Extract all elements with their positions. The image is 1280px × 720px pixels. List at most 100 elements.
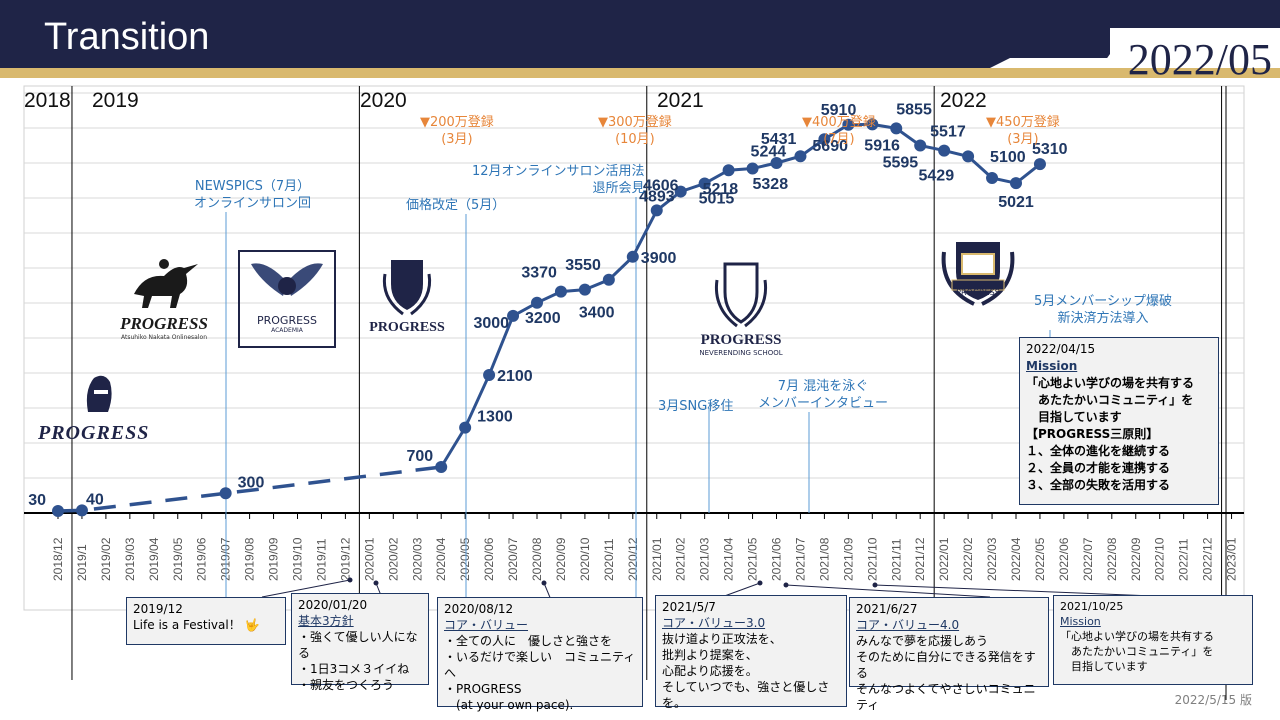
data-point [818, 133, 831, 146]
data-label: 30 [28, 492, 46, 509]
logo-text: PROGRESS [700, 332, 782, 348]
note-connector [261, 579, 351, 598]
x-tick-label: 2020/12 [626, 537, 640, 581]
x-tick-label: 2019/02 [99, 537, 113, 581]
x-tick-label: 2022/02 [961, 537, 975, 581]
data-label: 5595 [883, 154, 919, 171]
data-point [531, 296, 543, 309]
shield-icon [382, 260, 432, 316]
year-label: 2019 [92, 89, 139, 112]
milestone-300: ▼300万登録 (10月) [598, 115, 672, 147]
note-2021-05-07: 2021/5/7 コア・バリュー3.0 抜け道より正攻法を、 批判より提案を、 … [655, 595, 847, 710]
data-label: 3400 [579, 305, 615, 322]
progress-neverending-logo: PROGRESS NEVERENDING SCHOOL [686, 258, 796, 364]
note-line: (at your own pace). [444, 698, 574, 712]
note-heading: Mission [1060, 615, 1101, 628]
milestone-200: ▼200万登録 (3月) [420, 115, 494, 147]
x-tick-label: 2020/07 [506, 537, 520, 581]
note-2021-10-25: 2021/10/25 Mission 「心地よい学びの場を共有する あたたかいコ… [1053, 595, 1253, 685]
data-label: 2100 [497, 368, 533, 385]
data-label: 3200 [525, 310, 561, 327]
x-tick-label: 2021/10 [865, 537, 879, 581]
note-2020-08-12: 2020/08/12 コア・バリュー ・全ての人に 優しさと強さを ・いるだけで… [437, 597, 643, 712]
data-point [52, 505, 64, 518]
x-tick-label: 2020/01 [362, 537, 376, 581]
note-line: あたたかいコミュニティ」を [1060, 645, 1214, 658]
milestone-400: ▼400万登録 (7月) [802, 115, 876, 147]
note-date: 2021/10/25 [1060, 600, 1124, 613]
progress-academia-logo: PROGRESS ACADEMIA [238, 250, 336, 348]
note-line: ・親友をつくろう [298, 678, 395, 692]
data-label: 4606 [643, 177, 679, 194]
x-tick-label: 2021/06 [770, 537, 784, 581]
x-tick-label: 2022/04 [1009, 537, 1023, 581]
note-line: ・強くて優しい人になる [298, 630, 418, 660]
event-july: 7月 混沌を泳ぐ メンバーインタビュー [758, 379, 889, 411]
data-point [770, 156, 783, 169]
data-point [578, 283, 591, 296]
header-bar [0, 0, 1280, 68]
connector-dot [373, 580, 379, 586]
note-date: 2019/12 [133, 602, 183, 616]
data-label: 1300 [477, 409, 513, 426]
logo-text: PROGRESS [120, 314, 208, 333]
event-online12: 12月オンラインサロン活用法 退所会見 [472, 164, 645, 196]
connector-dot [872, 582, 878, 588]
note-line: ・1日3コメ３イイね [298, 662, 410, 676]
data-label: 5218 [703, 181, 739, 198]
note-2020-01-20: 2020/01/20 基本3方針 ・強くて優しい人になる ・1日3コメ３イイね … [291, 593, 429, 692]
logo-text: PROGRESS [956, 288, 1000, 297]
crest-icon [941, 242, 1015, 306]
note-date: 2022/04/15 [1026, 342, 1096, 356]
x-tick-label: 2022/12 [1201, 537, 1215, 581]
event-price: 価格改定（5月） [406, 198, 506, 213]
data-label: 5100 [990, 149, 1026, 166]
note-line: そのために自分にできる発信をする [856, 650, 1036, 680]
note-line: 「心地よい学びの場を共有する [1060, 630, 1214, 643]
logo-text: PROGRESS [256, 314, 318, 327]
progress-horseman-logo: PROGRESS Atsuhiko Nakata Onlinesalon [104, 254, 224, 346]
x-tick-label: 2019/12 [338, 537, 352, 581]
note-line: ２、全員の才能を連携する [1026, 461, 1171, 475]
logo-subtext: Atsuhiko Nakata Onlinesalon [120, 334, 208, 341]
x-tick-label: 2018/12 [51, 537, 65, 581]
data-label: 5429 [919, 167, 955, 184]
progress-shield-logo: PROGRESS [362, 254, 452, 344]
data-point [890, 122, 903, 135]
data-label: 5244 [751, 144, 787, 161]
data-point [626, 250, 639, 263]
progress-knight-logo: PROGRESS [38, 368, 154, 448]
event-newspics: NEWSPICS（7月） オンラインサロン回 [194, 179, 312, 211]
data-point [674, 185, 687, 198]
data-label: 5328 [753, 176, 789, 193]
note-line: そしていつでも、強さと優しさを。 [662, 680, 830, 710]
data-point [986, 171, 999, 184]
note-line: 心配より応援を。 [662, 664, 758, 678]
note-date: 2020/08/12 [444, 602, 514, 616]
note-line: ３、全部の失敗を活用する [1026, 478, 1171, 492]
x-tick-label: 2021/01 [650, 537, 664, 581]
note-line: 目指しています [1026, 410, 1122, 424]
note-line: みんなで夢を応援しあう [856, 634, 989, 648]
data-point [219, 487, 232, 500]
x-tick-label: 2019/04 [147, 537, 161, 581]
note-connector [785, 584, 991, 598]
data-point [938, 144, 951, 157]
x-tick-label: 2019/1 [75, 544, 89, 581]
data-label: 3900 [641, 250, 677, 267]
data-point [602, 273, 615, 286]
data-point [75, 504, 88, 517]
data-point [650, 204, 663, 217]
x-tick-label: 2020/08 [530, 537, 544, 581]
note-line: そんなつよくてやさしいコミュニティ [856, 682, 1036, 712]
winged-emblem-icon [251, 263, 323, 296]
year-label: 2018 [24, 89, 71, 112]
x-tick-label: 2022/03 [985, 537, 999, 581]
data-label: 3550 [565, 257, 601, 274]
x-tick-label: 2019/06 [195, 537, 209, 581]
logo-text: PROGRESS [38, 422, 150, 444]
page-title: Transition [44, 16, 210, 58]
note-date: 2021/6/27 [856, 602, 918, 616]
x-tick-label: 2020/02 [386, 537, 400, 581]
data-label: 300 [238, 474, 265, 491]
